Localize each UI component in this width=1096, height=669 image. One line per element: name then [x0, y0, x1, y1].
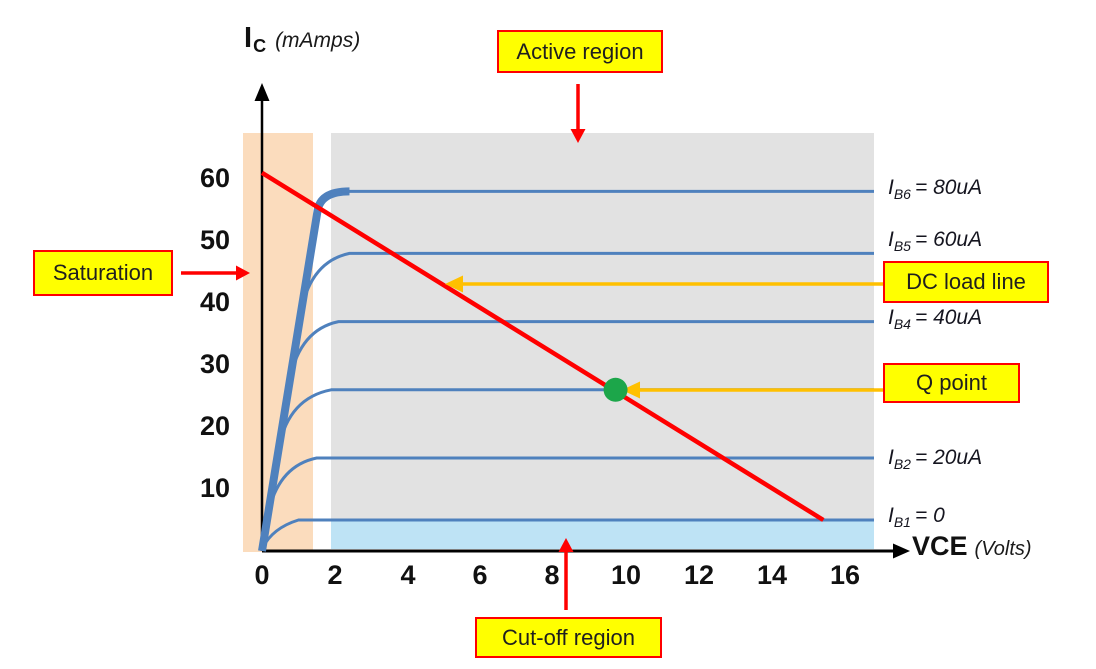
- saturation-region-band: [243, 133, 313, 552]
- x-tick-16: 16: [829, 560, 861, 590]
- curve-label-ib4-base: I: [888, 306, 894, 329]
- curve-label-ib4-sub: B4: [893, 316, 911, 332]
- x-tick-12: 12: [683, 560, 715, 590]
- saturation-callout: Saturation: [33, 250, 173, 296]
- x-tick-2: 2: [327, 560, 343, 590]
- active-region-callout: Active region: [497, 30, 663, 73]
- cutoff-region-callout: Cut-off region: [475, 617, 662, 658]
- dc-load-line-layer: [260, 170, 825, 522]
- curve-label-ib5: IB5 = 60uA: [888, 228, 982, 254]
- x-tick-4: 4: [400, 560, 416, 590]
- curve-label-ib2-value: = 20uA: [914, 446, 983, 469]
- curve-label-ib5-base: I: [888, 228, 894, 251]
- y-axis-unit: (mAmps): [275, 29, 361, 52]
- curve-label-ib1-value: = 0: [914, 504, 945, 527]
- cutoff-region-arrowhead-icon: [558, 538, 574, 552]
- curve-label-ib6-value: = 80uA: [914, 176, 983, 199]
- x-tick-14: 14: [756, 560, 788, 590]
- x-tick-8: 8: [544, 560, 560, 590]
- x-axis-symbol: VCE: [912, 531, 968, 561]
- ib-curve: [277, 388, 874, 448]
- y-tick-50: 50: [199, 225, 230, 255]
- curve-label-ib6-sub: B6: [893, 186, 911, 202]
- curve-label-ib2-base: I: [888, 446, 894, 469]
- ib-curve: [288, 320, 874, 379]
- curve-label-ib4: IB4 = 40uA: [888, 306, 982, 332]
- ib-curve: [261, 518, 874, 549]
- x-tick-10: 10: [610, 560, 642, 590]
- y-tick-60: 60: [199, 163, 230, 193]
- y-axis-symbol-subscript: C: [253, 36, 267, 56]
- x-axis-unit: (Volts): [974, 538, 1032, 560]
- y-tick-30: 30: [199, 349, 230, 379]
- q-point-marker: [603, 377, 628, 402]
- y-tick-40: 40: [199, 287, 230, 317]
- curve-label-ib6: IB6 = 80uA: [888, 176, 982, 202]
- curve-label-ib2-sub: B2: [893, 456, 911, 472]
- y-tick-20: 20: [199, 411, 230, 441]
- saturation-arrowhead-icon: [236, 265, 250, 281]
- ib-curve: [266, 456, 874, 516]
- dc-load-line-callout: DC load line: [883, 261, 1049, 303]
- active-region-band: [331, 133, 874, 521]
- dc-load-line-pointer-arrowhead-icon: [445, 275, 463, 293]
- curve-label-ib5-value: = 60uA: [914, 228, 983, 251]
- y-axis-symbol: I: [244, 22, 253, 54]
- x-axis-arrowhead-icon: [893, 543, 910, 559]
- dc-load-line: [260, 170, 825, 522]
- curve-label-ib4-value: = 40uA: [914, 306, 983, 329]
- q-point-layer: [603, 377, 628, 402]
- ib-curves-layer: [258, 187, 874, 552]
- curve-label-ib2: IB2 = 20uA: [888, 446, 982, 472]
- x-axis-title: VCE (Volts): [912, 531, 1032, 562]
- cutoff-region-band: [331, 521, 874, 549]
- curve-label-ib1-sub: B1: [893, 514, 911, 530]
- active-region-arrowhead-icon: [570, 129, 586, 143]
- x-tick-6: 6: [472, 560, 488, 590]
- curve-label-ib1-base: I: [888, 504, 894, 527]
- y-axis-arrowhead-icon: [254, 83, 270, 101]
- curve-label-ib5-sub: B5: [893, 238, 911, 254]
- y-tick-10: 10: [199, 473, 230, 503]
- q-point-callout: Q point: [883, 363, 1020, 403]
- ib-curve: [299, 251, 874, 311]
- q-point-pointer-arrowhead-icon: [622, 381, 640, 399]
- curve-label-ib6-base: I: [888, 176, 894, 199]
- curve-label-ib1: IB1 = 0: [888, 504, 945, 530]
- x-tick-0: 0: [254, 560, 270, 590]
